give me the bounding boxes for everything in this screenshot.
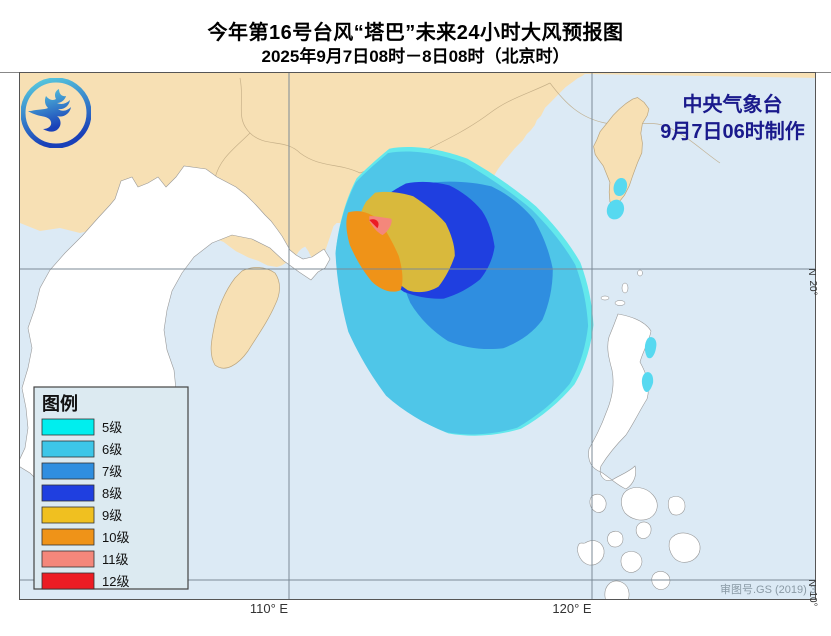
svg-text:10级: 10级 <box>102 530 129 545</box>
svg-text:8级: 8级 <box>102 486 122 501</box>
svg-text:图例: 图例 <box>42 393 78 414</box>
svg-text:9级: 9级 <box>102 508 122 523</box>
svg-text:12级: 12级 <box>102 574 129 589</box>
svg-text:审图号.GS (2019) 3082号: 审图号.GS (2019) 3082号 <box>720 582 815 596</box>
svg-text:11级: 11级 <box>102 552 129 567</box>
svg-text:6级: 6级 <box>102 442 122 457</box>
svg-text:7级: 7级 <box>102 464 122 479</box>
svg-text:5级: 5级 <box>102 420 122 435</box>
